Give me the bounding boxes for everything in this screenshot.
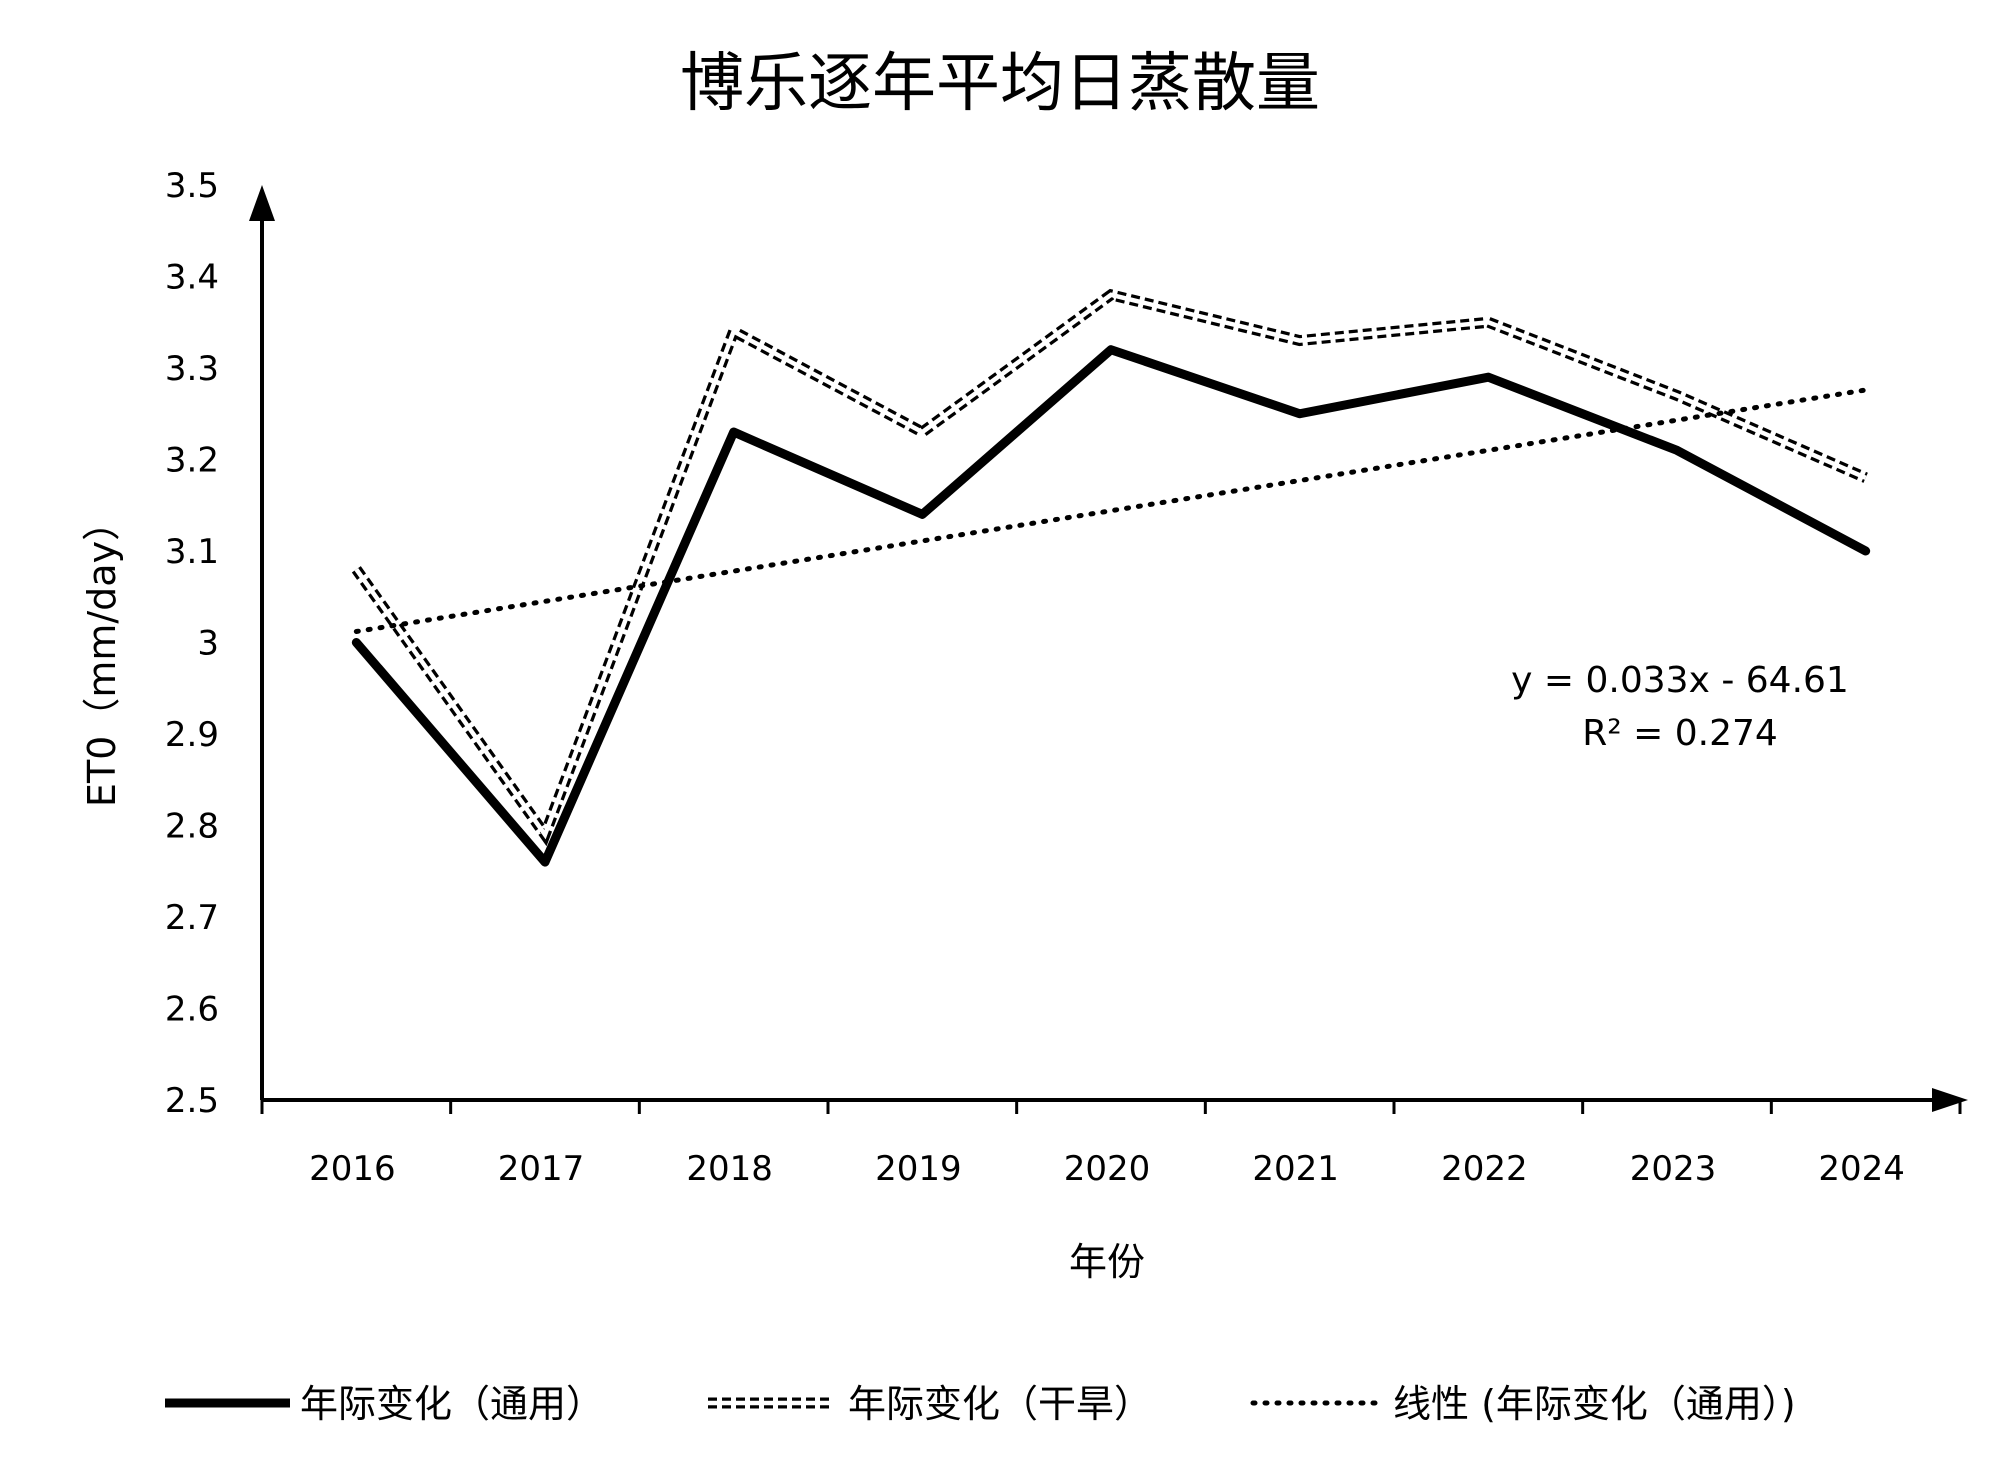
chart-title: 博乐逐年平均日蒸散量 [680,47,1320,121]
y-axis-arrow [249,185,275,221]
y-tick-label: 2.6 [165,990,219,1030]
x-tick-label: 2016 [309,1149,396,1189]
y-tick-label: 2.8 [165,807,219,847]
series-layer [351,288,1871,867]
legend-label: 年际变化（干旱） [848,1382,1152,1426]
series-line-drought [351,288,1868,847]
x-tick-label: 2022 [1441,1149,1528,1189]
series-line-trend [353,387,1869,635]
legend-label: 线性 (年际变化（通用）) [1393,1382,1796,1426]
series-line-drought-inner [354,292,1867,840]
y-tick-label: 3.2 [165,441,219,481]
legend: 年际变化（通用） 年际变化（干旱） 线性 (年际变化（通用）) [165,1382,1796,1426]
x-ticks: 2016 2017 2018 2019 2020 2021 2022 2023 2024 [260,1100,1962,1189]
y-axis-label: ET0（mm/day） [80,503,124,807]
legend-item: 线性 (年际变化（通用）) [1250,1382,1796,1426]
x-tick-label: 2020 [1064,1149,1151,1189]
y-tick-label: 3.5 [165,166,219,206]
y-tick-label: 3.4 [165,258,219,298]
trendline-equation: y = 0.033x - 64.61 [1511,660,1849,701]
legend-item: 年际变化（干旱） [708,1382,1152,1426]
x-tick-label: 2018 [686,1149,773,1189]
x-axis-label: 年份 [1069,1240,1145,1284]
x-tick-label: 2024 [1818,1149,1905,1189]
legend-label: 年际变化（通用） [300,1382,604,1426]
x-tick-label: 2017 [498,1149,585,1189]
x-tick-label: 2023 [1630,1149,1717,1189]
x-axis-arrow [1932,1088,1968,1112]
x-tick-label: 2021 [1252,1149,1339,1189]
series-line-general [351,345,1871,867]
y-tick-label: 2.5 [165,1081,219,1121]
y-ticks: 2.5 2.6 2.7 2.8 2.9 3 3.1 3.2 3.3 3.4 3.5 [165,166,219,1121]
y-tick-label: 2.7 [165,898,219,938]
axes [249,185,1968,1112]
y-tick-label: 3 [197,624,219,664]
x-tick-label: 2019 [875,1149,962,1189]
y-tick-label: 3.3 [165,349,219,389]
legend-item: 年际变化（通用） [165,1382,604,1426]
y-tick-label: 2.9 [165,715,219,755]
trendline-r2: R² = 0.274 [1582,713,1778,754]
y-tick-label: 3.1 [165,532,219,572]
